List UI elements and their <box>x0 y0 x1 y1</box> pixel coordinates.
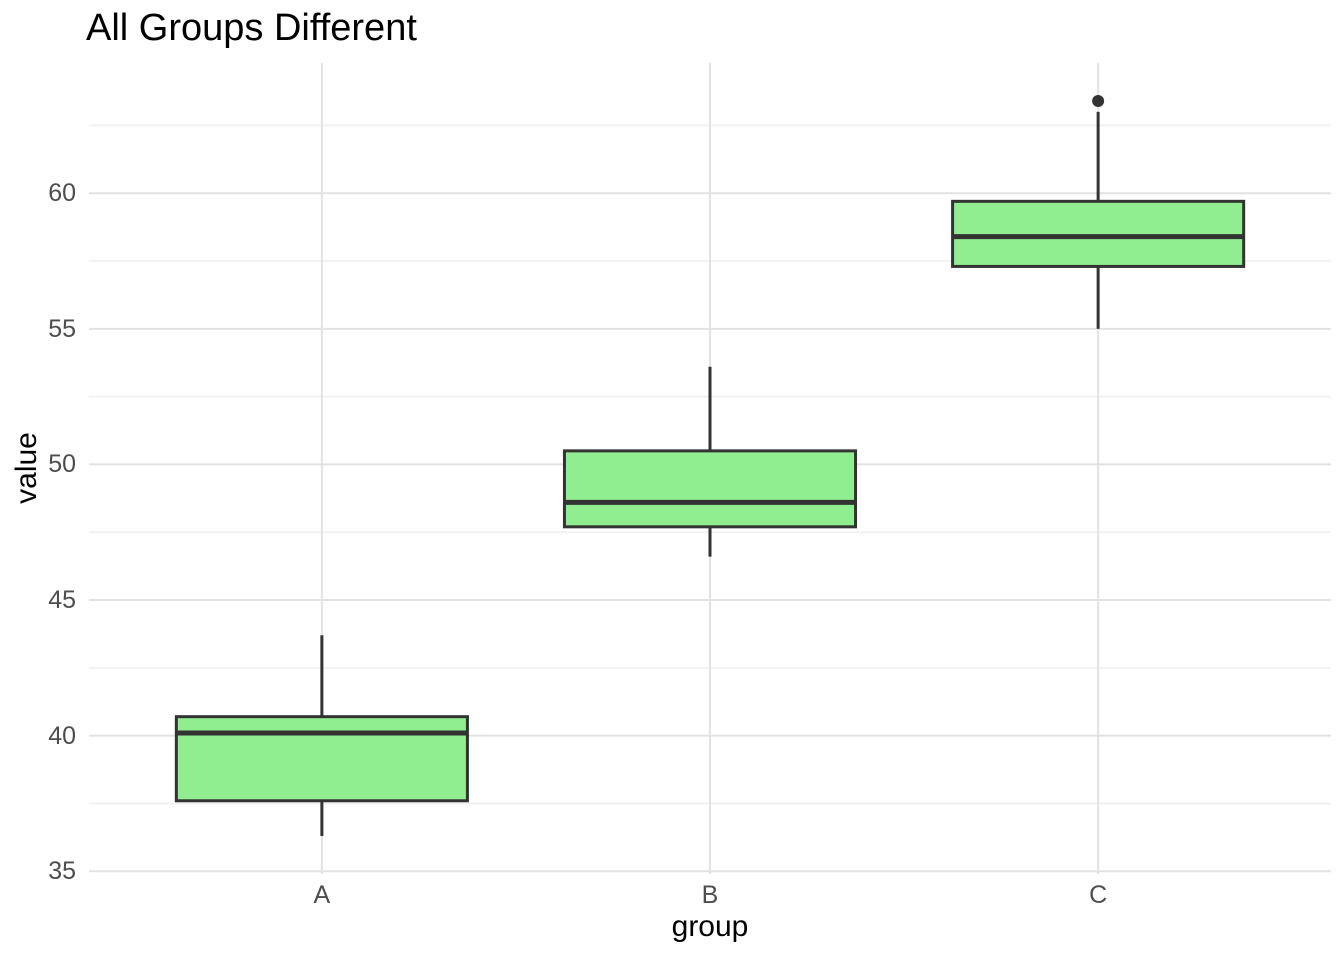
box-B <box>562 449 858 529</box>
chart-title: All Groups Different <box>86 7 417 49</box>
y-tick-label: 60 <box>48 179 76 208</box>
x-tick-label: A <box>313 881 331 909</box>
y-tick-label: 55 <box>48 314 76 343</box>
y-tick-label: 45 <box>48 586 76 615</box>
box-C <box>951 199 1246 268</box>
y-tick-label: 35 <box>48 857 76 886</box>
x-axis-label: group <box>671 910 749 943</box>
x-tick-label: C <box>1089 881 1108 909</box>
x-tick-label: B <box>701 881 719 909</box>
y-tick-label: 40 <box>48 721 76 750</box>
outlier-point-C <box>1092 94 1105 107</box>
box-A <box>174 715 469 803</box>
y-tick-label: 50 <box>48 450 76 479</box>
